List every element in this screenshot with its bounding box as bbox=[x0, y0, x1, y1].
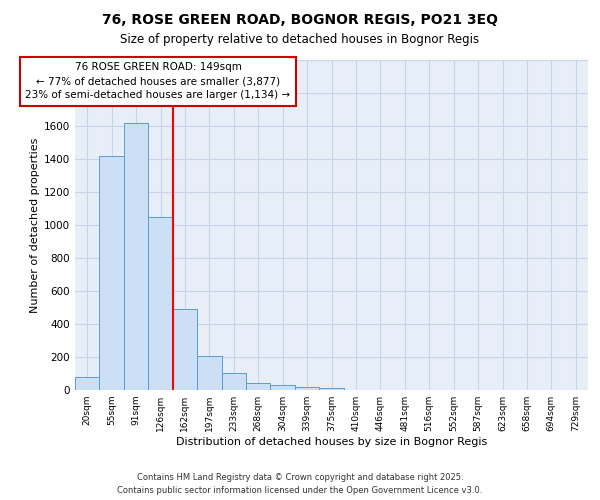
Bar bbox=[221, 372, 246, 390]
Text: Size of property relative to detached houses in Bognor Regis: Size of property relative to detached ho… bbox=[121, 32, 479, 46]
Bar bbox=[148, 217, 173, 390]
Text: Contains HM Land Registry data © Crown copyright and database right 2025.: Contains HM Land Registry data © Crown c… bbox=[137, 472, 463, 482]
Bar bbox=[197, 356, 221, 390]
Bar bbox=[319, 388, 344, 390]
X-axis label: Distribution of detached houses by size in Bognor Regis: Distribution of detached houses by size … bbox=[176, 437, 487, 447]
Text: 76 ROSE GREEN ROAD: 149sqm
← 77% of detached houses are smaller (3,877)
23% of s: 76 ROSE GREEN ROAD: 149sqm ← 77% of deta… bbox=[25, 62, 290, 100]
Text: Contains public sector information licensed under the Open Government Licence v3: Contains public sector information licen… bbox=[118, 486, 482, 495]
Bar bbox=[246, 384, 271, 390]
Bar bbox=[173, 309, 197, 390]
Bar bbox=[124, 122, 148, 390]
Bar bbox=[271, 386, 295, 390]
Bar bbox=[295, 387, 319, 390]
Y-axis label: Number of detached properties: Number of detached properties bbox=[30, 138, 40, 312]
Text: 76, ROSE GREEN ROAD, BOGNOR REGIS, PO21 3EQ: 76, ROSE GREEN ROAD, BOGNOR REGIS, PO21 … bbox=[102, 12, 498, 26]
Bar bbox=[100, 156, 124, 390]
Bar bbox=[75, 377, 100, 390]
